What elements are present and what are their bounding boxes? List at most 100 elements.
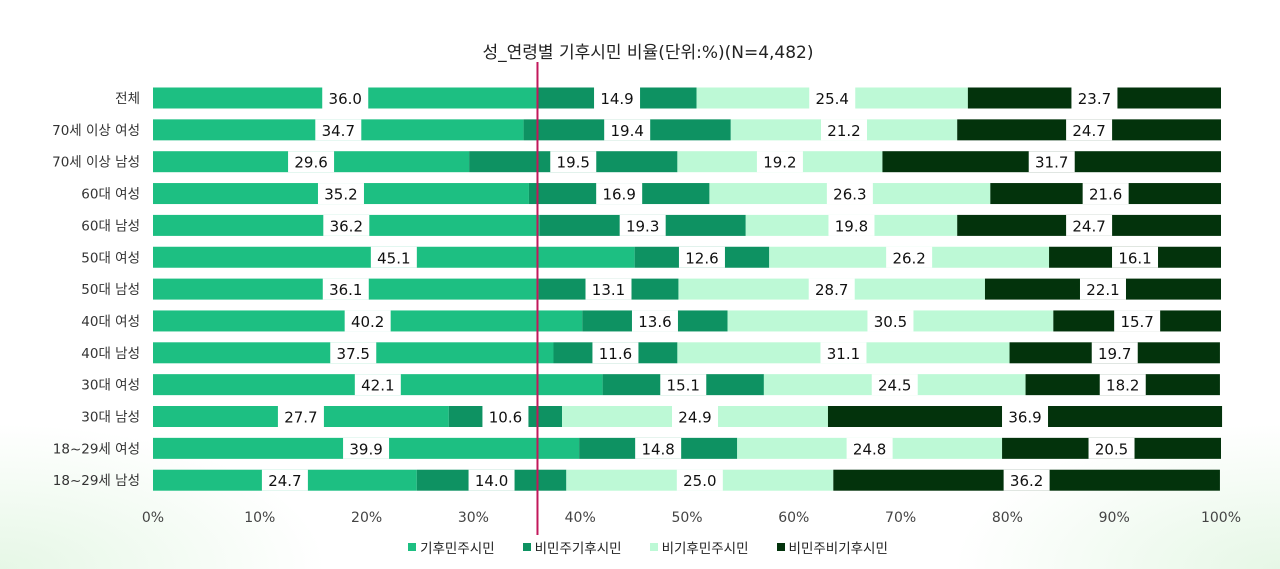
x-tick-label: 70% [885,510,916,526]
data-label: 35.2 [324,186,357,204]
data-label-box [323,214,370,236]
data-label: 16.9 [602,186,635,204]
data-label: 36.2 [1010,472,1043,490]
data-label-box [678,246,725,268]
data-label: 19.7 [1098,345,1131,363]
x-tick-label: 90% [1099,510,1130,526]
data-label: 21.6 [1089,186,1122,204]
x-tick-label: 80% [992,510,1023,526]
data-label: 25.4 [816,90,849,108]
x-tick-label: 40% [565,510,596,526]
data-label-box [604,119,651,141]
x-tick-label: 10% [244,510,275,526]
data-label-box [809,87,856,109]
data-label-box [550,151,597,173]
legend-item: 비기후민주시민 [649,537,749,557]
data-label-box [330,342,377,364]
data-label-box [288,151,335,173]
data-label-box [370,246,417,268]
chart-title: 성_연령별 기후시민 비율(단위:%)(N=4,482) [482,43,814,63]
data-label-box [317,183,364,205]
data-label-box [468,469,515,491]
x-tick-label: 50% [671,510,702,526]
data-label-box [322,278,369,300]
data-label-box [315,119,362,141]
data-label: 12.6 [685,249,718,267]
category-label: 50대 여성 [81,250,140,266]
category-label: 60대 남성 [81,218,140,234]
legend-label: 비기후민주시민 [661,541,749,557]
data-label: 14.9 [600,90,633,108]
category-label: 전체 [115,91,140,107]
data-label-box [846,437,893,459]
legend-swatch [776,543,785,551]
data-label-box [660,374,707,396]
data-label: 23.7 [1078,90,1111,108]
data-label-box [820,119,867,141]
data-label-box [1079,278,1126,300]
data-label: 19.3 [626,217,659,235]
data-label-box [635,437,682,459]
data-label: 36.2 [330,217,363,235]
data-label: 40.2 [351,313,384,331]
data-label-box [1091,342,1138,364]
data-label: 26.3 [833,186,866,204]
data-label-box [672,406,719,427]
data-label-box [756,151,803,173]
x-tick-label: 0% [142,510,164,526]
legend-label: 비민주비기후시민 [788,541,888,557]
data-label: 24.8 [853,440,886,458]
data-label: 34.7 [322,122,355,140]
data-label-box [343,437,390,459]
data-label: 13.6 [638,313,671,331]
data-label: 19.5 [557,154,590,172]
legend-swatch [522,543,531,551]
data-label: 19.4 [610,122,643,140]
data-label: 24.7 [1072,217,1105,235]
category-label: 70세 이상 여성 [52,123,140,139]
data-label-box [1099,374,1146,396]
data-label: 13.1 [592,281,625,299]
data-label: 45.1 [377,249,410,267]
data-label: 31.7 [1035,154,1068,172]
data-label: 18.2 [1106,377,1139,395]
data-label: 14.8 [641,440,674,458]
data-label-box [261,469,308,491]
data-label: 30.5 [874,313,907,331]
data-label-box [886,246,933,268]
data-label-box [596,183,643,205]
category-label: 70세 이상 남성 [52,155,140,171]
data-label: 39.9 [349,440,382,458]
data-label: 29.6 [294,154,327,172]
data-label: 42.1 [361,377,394,395]
category-label: 60대 여성 [81,187,140,203]
data-label-box [344,310,391,332]
data-label: 14.0 [475,472,508,490]
data-label: 20.5 [1095,440,1128,458]
data-label-box [1066,119,1113,141]
data-label-box [808,278,855,300]
data-label: 24.9 [678,409,711,427]
data-label: 24.7 [268,472,301,490]
data-label-box [826,183,873,205]
category-label: 18~29세 남성 [53,473,140,489]
category-label: 30대 남성 [81,410,140,426]
data-label-box [631,310,678,332]
data-label-box [1088,437,1135,459]
data-label-box [820,342,867,364]
legend-item: 비민주비기후시민 [776,537,888,557]
legend-item: 비민주기후시민 [522,537,622,557]
data-label: 28.7 [815,281,848,299]
legend-swatch [408,543,417,551]
data-label: 19.2 [763,154,796,172]
data-label-box [277,406,324,427]
category-label: 40대 남성 [81,346,140,362]
data-label: 37.5 [337,345,370,363]
category-label: 30대 여성 [81,378,140,394]
legend-label: 기후민주시민 [420,541,495,557]
data-label-box [1002,406,1049,427]
data-label-box [1028,151,1075,173]
data-label: 36.1 [329,281,362,299]
data-label-box [676,469,723,491]
